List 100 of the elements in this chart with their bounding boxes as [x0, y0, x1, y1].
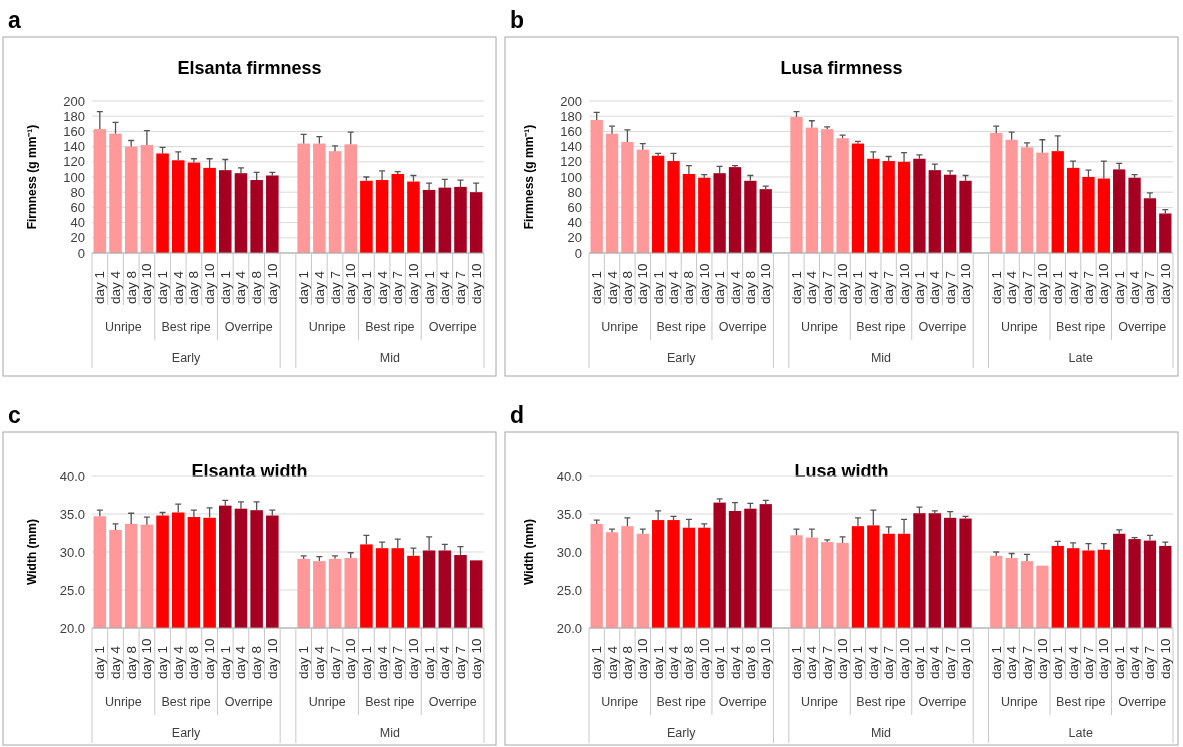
y-tick-label: 180: [560, 108, 582, 124]
text: Overripe: [718, 320, 767, 334]
bar: [171, 160, 185, 253]
bar: [1082, 177, 1095, 253]
bar: [867, 158, 880, 253]
bar: [407, 181, 420, 253]
y-tick-label: 20: [70, 230, 85, 246]
x-tick-label: day 10: [958, 638, 974, 679]
text: Mid: [870, 726, 892, 740]
y-tick-label: 30.0: [556, 544, 582, 560]
y-tick-label: 35.0: [59, 506, 85, 522]
x-tick-label: day 10: [139, 263, 155, 304]
x-tick-label: day 7: [819, 270, 835, 304]
bar: [266, 175, 279, 253]
text: Late: [1068, 726, 1093, 740]
bar: [759, 189, 772, 253]
text: Unripe: [801, 695, 838, 709]
y-tick-label: 0: [77, 245, 85, 261]
text: Unripe: [1000, 695, 1038, 709]
bar: [313, 143, 326, 253]
x-tick-label: day 10: [635, 263, 651, 304]
text: Unripe: [801, 320, 838, 334]
x-tick-label: day 8: [249, 645, 265, 679]
x-tick-label: day 4: [865, 270, 881, 304]
bar: [187, 162, 201, 253]
text: Best ripe: [365, 320, 415, 334]
x-tick-label: day 4: [108, 270, 124, 304]
x-tick-label: day 1: [155, 645, 171, 679]
x-tick-label: day 10: [139, 638, 155, 679]
text: Best ripe: [365, 695, 415, 709]
x-tick-label: day 10: [343, 263, 359, 304]
x-tick-label: day 10: [835, 638, 851, 679]
x-tick-label: day 4: [865, 645, 881, 679]
x-tick-label: day 10: [896, 263, 912, 304]
chart-title: Lusa width: [794, 461, 889, 481]
x-tick-label: day 4: [1065, 645, 1081, 679]
text: Overripe: [718, 695, 767, 709]
y-tick-label: 25.0: [59, 582, 85, 598]
x-tick-label: day 10: [896, 638, 912, 679]
x-tick-label: day 4: [804, 270, 820, 304]
bar: [836, 138, 849, 253]
x-tick-label: day 4: [604, 270, 620, 304]
text: Best ripe: [656, 320, 706, 334]
y-axis-title: Firmness (g mm⁻¹): [25, 124, 39, 230]
x-tick-label: day 7: [881, 270, 897, 304]
y-tick-label: 160: [63, 123, 85, 139]
y-tick-label: 100: [560, 169, 582, 185]
x-tick-label: day 10: [468, 638, 484, 679]
bar: [297, 143, 310, 253]
x-tick-label: day 4: [727, 645, 743, 679]
bar: [744, 180, 757, 253]
x-tick-label: day 8: [123, 270, 139, 304]
x-tick-label: day 7: [452, 270, 468, 304]
x-tick-label: day 8: [186, 645, 202, 679]
text: Mid: [379, 351, 401, 365]
x-tick-label: day 1: [421, 270, 437, 304]
bar: [851, 143, 865, 253]
bar: [652, 155, 665, 253]
x-tick-label: day 10: [835, 263, 851, 304]
y-tick-label: 40.0: [556, 468, 582, 484]
y-tick-label: 80: [70, 184, 85, 200]
x-tick-label: day 10: [758, 638, 774, 679]
bar: [1159, 213, 1172, 253]
x-tick-label: day 1: [988, 270, 1004, 304]
x-tick-label: day 4: [374, 645, 390, 679]
y-tick-label: 80: [567, 184, 582, 200]
text: Overripe: [224, 695, 273, 709]
text: Best ripe: [161, 320, 211, 334]
text: c: [8, 402, 21, 428]
bar: [109, 133, 122, 253]
text: Unripe: [601, 695, 639, 709]
y-tick-label: 140: [63, 139, 85, 155]
x-tick-label: day 4: [1004, 270, 1020, 304]
x-tick-label: day 1: [296, 645, 312, 679]
text: Best ripe: [1056, 695, 1106, 709]
text: Best ripe: [656, 695, 706, 709]
x-tick-label: day 4: [666, 270, 682, 304]
y-tick-label: 100: [63, 169, 85, 185]
bar: [805, 127, 818, 253]
x-tick-label: day 8: [681, 270, 697, 304]
bar: [728, 167, 742, 253]
x-tick-label: day 7: [819, 645, 835, 679]
x-tick-label: day 4: [108, 645, 124, 679]
bar: [1097, 178, 1110, 253]
bar: [124, 146, 138, 253]
bar: [682, 173, 696, 253]
x-tick-label: day 10: [1157, 263, 1173, 304]
y-tick-label: 160: [560, 123, 582, 139]
y-tick-label: 20.0: [556, 620, 582, 636]
bar: [621, 142, 634, 253]
x-tick-label: day 7: [942, 270, 958, 304]
y-tick-label: 40: [70, 215, 85, 231]
y-tick-label: 0: [574, 245, 582, 261]
text: Mid: [379, 726, 401, 740]
bar: [375, 180, 389, 253]
y-tick-label: 60: [70, 199, 85, 215]
bar: [391, 173, 405, 253]
x-tick-label: day 1: [911, 270, 927, 304]
text: Best ripe: [1056, 320, 1106, 334]
x-tick-label: day 4: [311, 270, 327, 304]
